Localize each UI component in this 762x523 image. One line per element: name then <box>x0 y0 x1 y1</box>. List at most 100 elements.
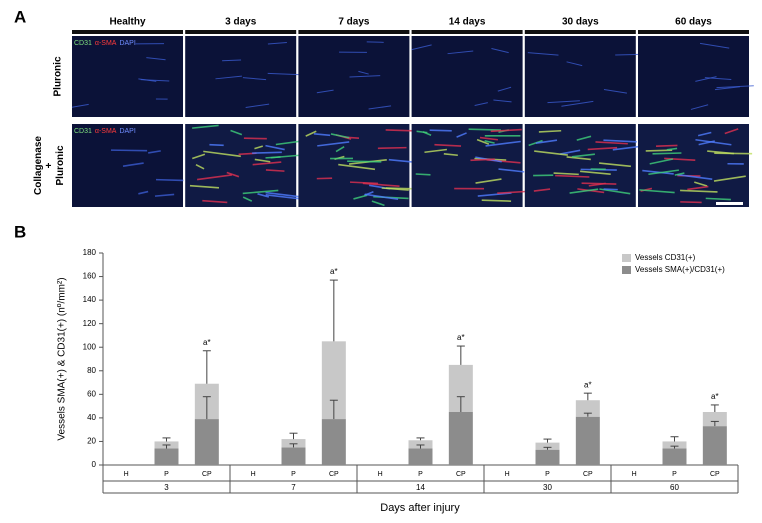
tissue-feature <box>656 144 678 147</box>
x-tick-label: CP <box>202 471 212 478</box>
column-bar <box>524 30 636 34</box>
tissue-feature <box>252 161 282 166</box>
micrograph <box>72 36 183 117</box>
tissue-feature <box>571 153 595 158</box>
micrograph <box>524 36 636 117</box>
tissue-feature <box>695 138 732 146</box>
tissue-feature <box>381 187 409 191</box>
tissue-feature <box>338 163 376 171</box>
x-tick-label: H <box>378 471 383 478</box>
tissue-feature <box>313 133 331 137</box>
tissue-feature <box>716 85 754 89</box>
y-tick-label: 180 <box>83 248 97 257</box>
stain-label: CD31 <box>74 128 92 135</box>
tissue-feature <box>257 193 270 198</box>
tissue-feature <box>242 196 253 202</box>
bar-segment <box>281 447 306 465</box>
y-tick-label: 160 <box>83 272 97 281</box>
tissue-feature <box>694 181 708 187</box>
tissue-feature <box>479 136 498 141</box>
group-label: 60 <box>670 483 679 492</box>
tissue-feature <box>242 189 279 195</box>
tissue-feature <box>254 145 264 150</box>
tissue-feature <box>140 79 170 82</box>
group-label: 3 <box>164 483 169 492</box>
stain-label: DAPI <box>119 40 135 47</box>
tissue-feature <box>265 156 281 159</box>
tissue-feature <box>252 151 282 154</box>
x-axis-title: Days after injury <box>380 502 460 514</box>
tissue-feature <box>447 50 474 55</box>
tissue-feature <box>265 191 304 198</box>
tissue-feature <box>603 188 618 191</box>
tissue-feature <box>267 41 287 45</box>
tissue-feature <box>714 86 741 91</box>
tissue-feature <box>569 188 599 194</box>
micrograph <box>638 124 749 207</box>
tissue-feature <box>598 162 632 168</box>
column-header: 3 days <box>225 17 257 28</box>
legend-swatch <box>622 266 631 274</box>
bar-segment <box>662 441 687 449</box>
tissue-feature <box>222 59 242 62</box>
tissue-feature <box>358 70 369 75</box>
column-header: 60 days <box>675 17 712 28</box>
tissue-feature <box>476 138 490 145</box>
tissue-feature <box>493 99 512 103</box>
tissue-feature <box>192 153 206 160</box>
tissue-feature <box>580 170 611 175</box>
tissue-feature <box>364 193 399 201</box>
tissue-feature <box>424 148 448 154</box>
group-label: 30 <box>543 483 552 492</box>
tissue-feature <box>560 149 581 155</box>
y-tick-label: 140 <box>83 295 97 304</box>
tissue-feature <box>595 141 628 145</box>
tissue-feature <box>254 158 271 163</box>
tissue-feature <box>491 47 509 54</box>
tissue-feature <box>713 175 746 182</box>
tissue-feature <box>603 89 628 94</box>
row-label-line: Pluronic <box>55 145 66 185</box>
tissue-feature <box>148 150 161 154</box>
y-tick-label: 100 <box>83 342 97 351</box>
row-label: Collagenase+Pluronic <box>33 136 66 195</box>
tissue-feature <box>155 178 184 182</box>
micrograph <box>298 124 410 207</box>
tissue-feature <box>705 197 731 201</box>
tissue-feature <box>615 53 643 56</box>
legend-label: Vessels CD31(+) <box>635 253 696 262</box>
column-header: 30 days <box>562 17 599 28</box>
x-tick-label: H <box>251 471 256 478</box>
bar-segment <box>154 448 179 465</box>
stain-label: α-SMA <box>95 128 117 135</box>
tissue-feature <box>265 169 285 172</box>
tissue-feature <box>456 132 467 138</box>
y-tick-label: 20 <box>87 437 96 446</box>
bar-segment <box>448 412 473 465</box>
column-header: Healthy <box>109 17 146 28</box>
column-bar <box>298 30 410 34</box>
panel-label: A <box>14 7 26 26</box>
y-tick-label: 80 <box>87 366 96 375</box>
tissue-feature <box>196 174 232 181</box>
tissue-feature <box>490 128 522 133</box>
bar-segment <box>575 400 600 417</box>
tissue-feature <box>527 52 559 56</box>
tissue-feature <box>699 42 730 49</box>
tissue-feature <box>443 153 458 157</box>
x-tick-label: P <box>418 471 423 478</box>
tissue-feature <box>154 193 175 197</box>
column-header: 14 days <box>449 17 486 28</box>
tissue-feature <box>230 129 243 136</box>
tissue-feature <box>639 189 675 194</box>
tissue-feature <box>481 199 512 202</box>
micrograph <box>638 36 749 117</box>
tissue-feature <box>349 75 381 78</box>
bar-segment <box>281 439 306 448</box>
tissue-feature <box>553 172 579 176</box>
row-label-line: Collagenase <box>33 136 44 195</box>
tissue-feature <box>110 149 148 152</box>
tissue-feature <box>566 156 591 161</box>
y-tick-label: 120 <box>83 319 97 328</box>
